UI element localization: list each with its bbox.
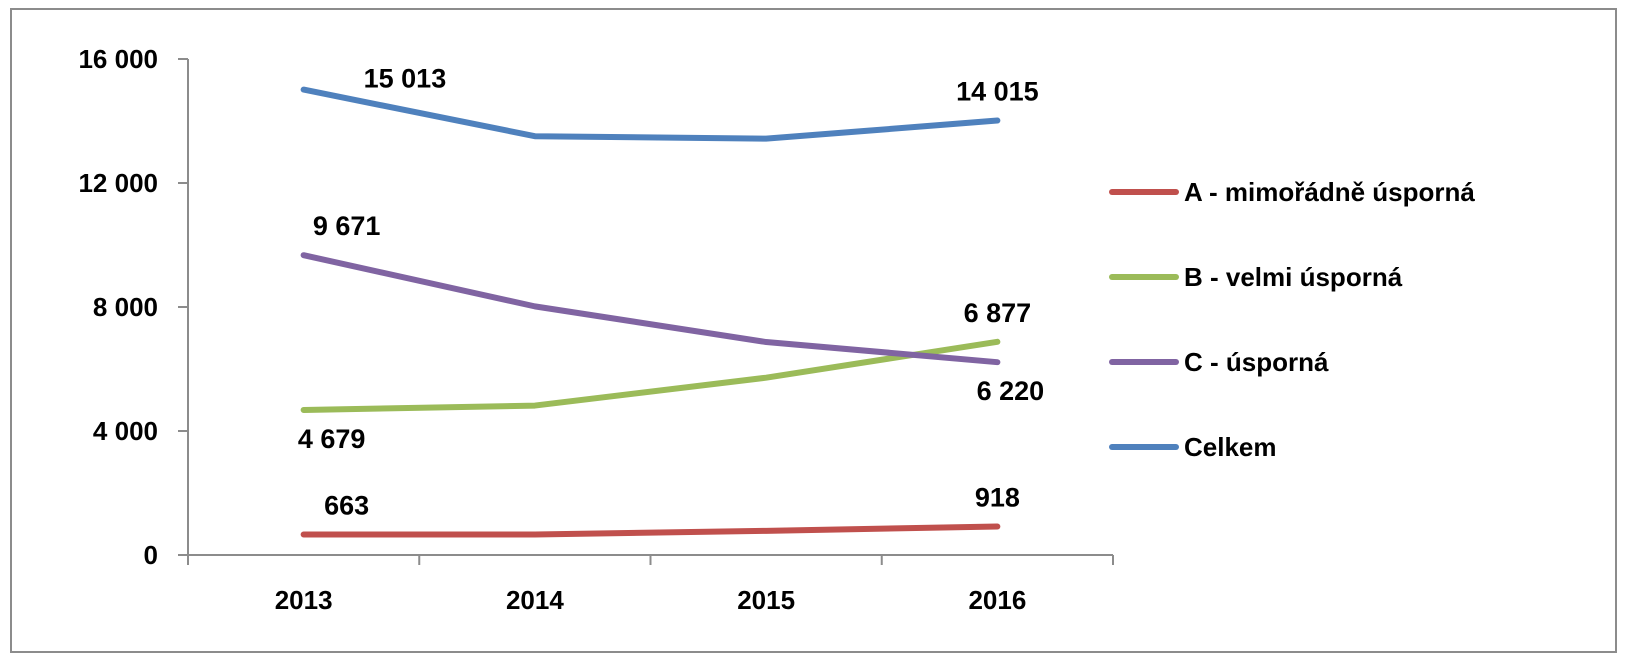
series-line-celkem — [300, 86, 1001, 142]
x-tick-label: 2016 — [968, 585, 1026, 615]
y-tick-label: 12 000 — [78, 168, 158, 198]
x-tick-label: 2014 — [506, 585, 564, 615]
data-label: 6 220 — [977, 376, 1045, 406]
data-label: 4 679 — [298, 424, 366, 454]
legend-label-celkem: Celkem — [1184, 432, 1277, 462]
axes: 0 4 000 8 000 12 000 16 000 2013 2014 2015 2016 — [78, 44, 1114, 615]
legend-label-c: C - úsporná — [1184, 347, 1329, 377]
chart-frame — [10, 8, 1617, 653]
data-label: 15 013 — [364, 64, 447, 94]
data-labels: 663 918 4 679 6 877 9 671 6 220 15 013 14 015 — [298, 64, 1044, 521]
series-line-c — [300, 252, 1001, 366]
data-label: 918 — [975, 483, 1020, 513]
data-label: 9 671 — [313, 211, 381, 241]
x-tick-label: 2013 — [275, 585, 333, 615]
y-tick-label: 16 000 — [78, 44, 158, 74]
y-tick-label: 8 000 — [93, 292, 158, 322]
series-line-a — [300, 523, 1001, 538]
y-tick-label: 0 — [144, 540, 158, 570]
data-label: 6 877 — [964, 298, 1032, 328]
legend: A - mimořádně úsporná B - velmi úsporná C … — [1109, 177, 1475, 462]
x-tick-label: 2015 — [737, 585, 795, 615]
series-line-b — [300, 338, 1001, 413]
data-label: 14 015 — [956, 77, 1039, 107]
y-tick-label: 4 000 — [93, 416, 158, 446]
series-lines — [300, 86, 1001, 538]
legend-label-a: A - mimořádně úsporná — [1184, 177, 1475, 207]
legend-label-b: B - velmi úsporná — [1184, 262, 1403, 292]
data-label: 663 — [324, 490, 369, 520]
